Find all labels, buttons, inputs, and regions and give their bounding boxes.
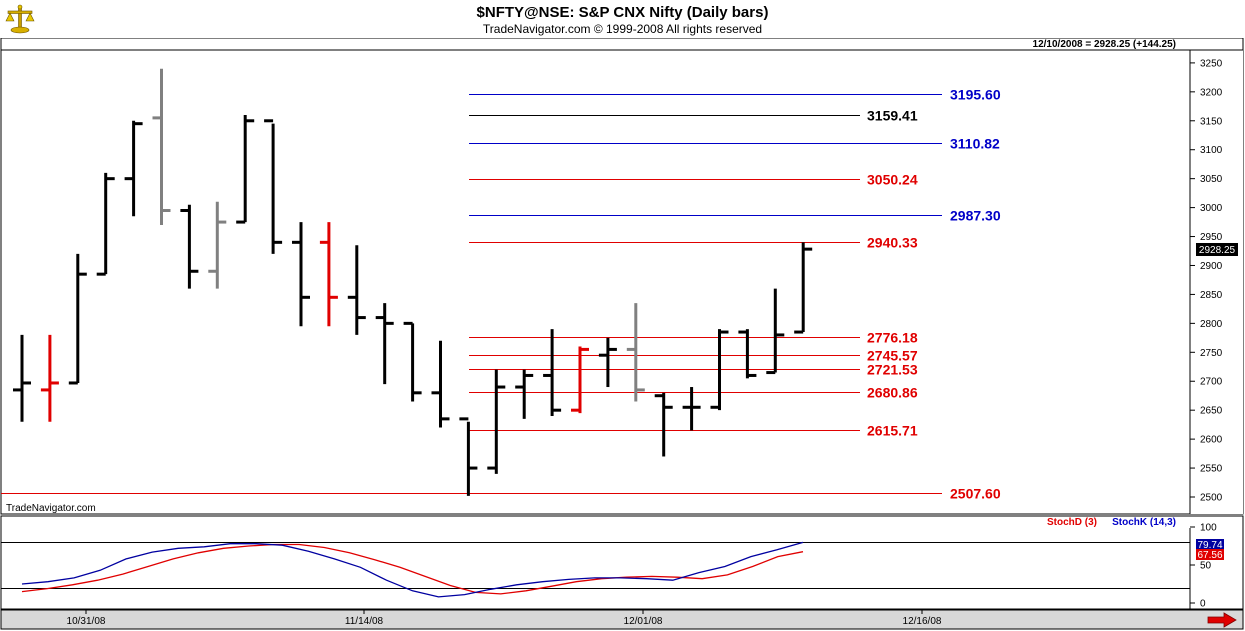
ohlc-bar [319,222,338,327]
stoch-d-last-label: 67.56 [1197,550,1222,561]
price-tick-label: 2500 [1200,493,1223,504]
ohlc-bar [68,253,87,385]
price-tick-label: 2750 [1200,348,1223,359]
stoch-series-line [21,543,804,595]
ohlc-bar [543,329,562,416]
ohlc-bar [682,387,701,431]
level-label: 2940.33 [867,235,918,251]
price-tick-label: 2850 [1200,290,1223,301]
price-axis-strip [1190,50,1243,514]
level-label: 2680.86 [867,385,918,401]
ohlc-bar [180,204,199,289]
price-bars [13,68,813,496]
date-axis-bar [0,609,1244,630]
price-tick-label: 2800 [1200,319,1223,330]
stoch-k-last-label: 79.74 [1197,540,1222,551]
last-value-readout: 12/10/2008 = 2928.25 (+144.25) [1033,39,1176,50]
price-tick-label: 2600 [1200,435,1223,446]
ohlc-bar [571,346,589,414]
last-price-label: 2928.25 [1199,245,1236,256]
date-tick-label: 10/31/08 [67,616,106,627]
stoch-d-legend: StochD (3) [1047,517,1097,528]
level-label: 3159.41 [867,108,918,124]
ohlc-bar [794,242,813,334]
ohlc-bar [626,303,645,402]
price-tick-label: 3000 [1200,203,1223,214]
level-label: 3195.60 [950,87,1001,103]
stoch-tick-label: 50 [1200,561,1212,572]
ohlc-bar [598,337,617,388]
title-bar: $NFTY@NSE: S&P CNX Nifty (Daily bars) Tr… [0,0,1245,38]
ohlc-bar [152,68,171,225]
ohlc-bar [403,321,422,402]
ohlc-bar [347,245,366,335]
date-tick-label: 12/16/08 [903,616,942,627]
ohlc-bar [264,119,283,254]
stoch-panel [0,515,1244,610]
arrow-right-icon[interactable] [1207,612,1237,628]
watermark-text: TradeNavigator.com [6,503,96,514]
price-tick-label: 3150 [1200,116,1223,127]
ohlc-bar [515,369,534,419]
ohlc-bar [124,120,143,217]
price-tick-label: 2700 [1200,377,1223,388]
ohlc-bar [236,114,255,224]
stoch-k-last-box [1196,539,1224,550]
ohlc-bar [459,417,478,496]
price-tick-label: 2900 [1200,261,1223,272]
price-tick-label: 3100 [1200,145,1223,156]
stoch-axis-ticks: 0 50 100 [1,523,1217,610]
level-label: 2745.57 [867,348,918,364]
ohlc-bar [208,201,227,289]
scales-icon [5,4,35,34]
level-label: 3110.82 [950,136,1000,152]
ohlc-bar [487,369,506,474]
price-tick-label: 2650 [1200,406,1223,417]
stoch-tick-label: 100 [1200,523,1217,534]
price-tick-label: 3050 [1200,174,1223,185]
level-label: 2721.53 [867,362,918,378]
price-panel [0,37,1244,515]
ohlc-bar [13,334,31,422]
copyright-line: TradeNavigator.com © 1999-2008 All right… [482,22,763,36]
ohlc-bar [375,303,394,385]
ohlc-bar [431,340,450,428]
date-axis-ticks: 10/31/08 11/14/08 12/01/08 12/16/08 [67,610,942,627]
level-lines: 3195.60 3159.41 3110.82 3050.24 2987.30 2940.… [1,87,1001,502]
chart-title: $NFTY@NSE: S&P CNX Nifty (Daily bars) [476,4,769,21]
stoch-series-line [21,541,804,598]
date-tick-label: 11/14/08 [345,616,384,627]
level-label: 2615.71 [867,423,918,439]
ohlc-bar [738,329,757,379]
price-axis-ticks: 2500 2550 2600 2650 2700 2750 2800 2850 2900 2950… [1190,58,1223,504]
ohlc-bar [40,334,59,422]
price-tick-label: 2550 [1200,464,1223,475]
ohlc-bar [292,222,310,327]
stoch-tick-label: 0 [1200,599,1206,610]
ohlc-bar [710,329,729,411]
level-label: 3050.24 [867,172,918,188]
level-label: 2507.60 [950,486,1001,502]
ohlc-bar [766,288,785,375]
level-label: 2987.30 [950,208,1001,224]
stoch-lines [21,541,804,598]
ohlc-bar [96,172,115,276]
ohlc-bar [654,392,673,457]
date-tick-label: 12/01/08 [624,616,663,627]
last-price-box [1196,243,1238,256]
price-tick-label: 3200 [1200,87,1223,98]
stoch-d-last-box [1196,549,1224,560]
price-tick-label: 3250 [1200,58,1223,69]
level-label: 2776.18 [867,330,918,346]
stoch-k-legend: StochK (14,3) [1112,517,1176,528]
price-tick-label: 2950 [1200,232,1223,243]
